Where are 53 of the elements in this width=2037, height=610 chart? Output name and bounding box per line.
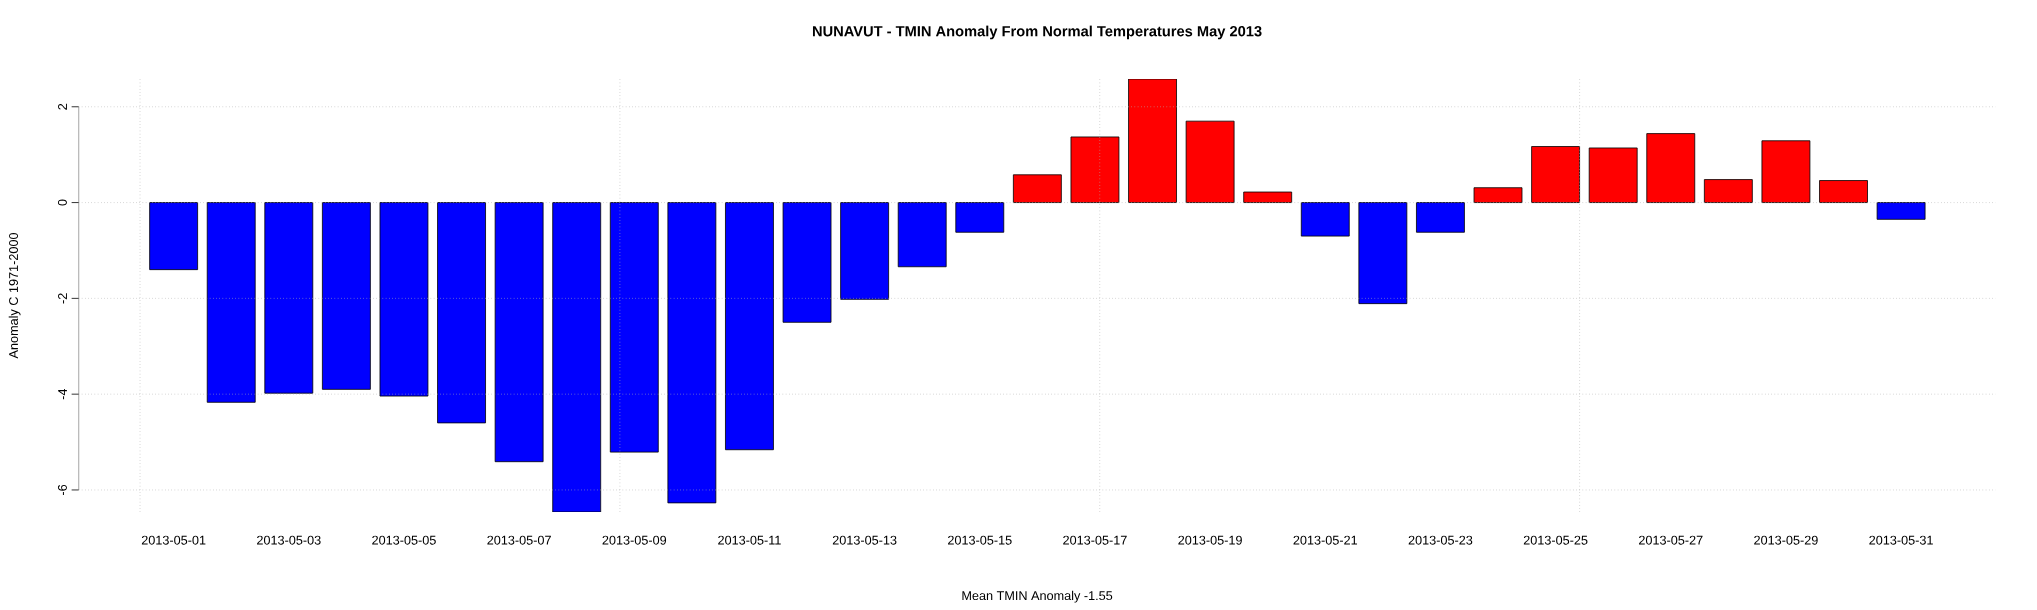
bar [1761,140,1811,203]
bar [1243,191,1293,203]
x-tick-label: 2013-05-23 [1408,535,1473,545]
bar [379,202,429,397]
x-tick-label: 2013-05-09 [602,535,667,545]
x-axis-title: Mean TMIN Anomaly -1.55 [962,590,1113,603]
bar [897,202,947,268]
chart-title: NUNAVUT - TMIN Anomaly From Normal Temperatures May 2013 [812,25,1262,40]
bar [955,202,1005,233]
bar [725,202,774,451]
bar [1185,120,1235,203]
y-tick-label: 0 [57,199,67,206]
bar [149,202,199,271]
bar [1876,202,1926,220]
x-tick-label: 2013-05-31 [1869,535,1933,545]
x-tick-label: 2013-05-19 [1178,535,1242,545]
x-tick-label: 2013-05-15 [948,535,1012,545]
bar [667,202,717,504]
x-tick-label: 2013-05-01 [141,535,206,545]
bar [1473,187,1523,203]
y-tick-label: -2 [58,293,67,304]
x-tick-label: 2013-05-11 [718,535,781,545]
bar [1012,174,1062,203]
y-tick-label: -4 [58,388,67,400]
y-tick-label: -6 [57,484,67,496]
bar [1646,133,1696,203]
y-tick-label: 2 [58,103,67,110]
bar [1300,202,1350,237]
bar [782,202,832,323]
bar [609,202,659,453]
x-tick-label: 2013-05-27 [1639,535,1703,545]
y-axis-title: Anomaly C 1971-2000 [8,233,21,359]
bar [264,202,314,394]
bar [1588,147,1638,203]
bar [1416,202,1465,233]
bar [1819,180,1868,203]
bar [321,202,371,390]
x-tick-label: 2013-05-05 [372,535,436,545]
bar [437,202,486,424]
bar [494,202,544,463]
bar [1703,179,1753,203]
bar [840,202,890,300]
x-tick-label: 2013-05-03 [257,535,321,545]
bar [1531,146,1580,203]
x-tick-label: 2013-05-07 [487,535,551,545]
x-tick-label: 2013-05-29 [1754,535,1818,545]
x-tick-label: 2013-05-13 [832,535,897,545]
x-tick-label: 2013-05-25 [1523,535,1588,545]
x-tick-label: 2013-05-21 [1293,535,1358,545]
x-tick-label: 2013-05-17 [1063,535,1127,545]
bar [206,202,256,403]
bar [1070,136,1120,203]
bar [1358,202,1408,305]
